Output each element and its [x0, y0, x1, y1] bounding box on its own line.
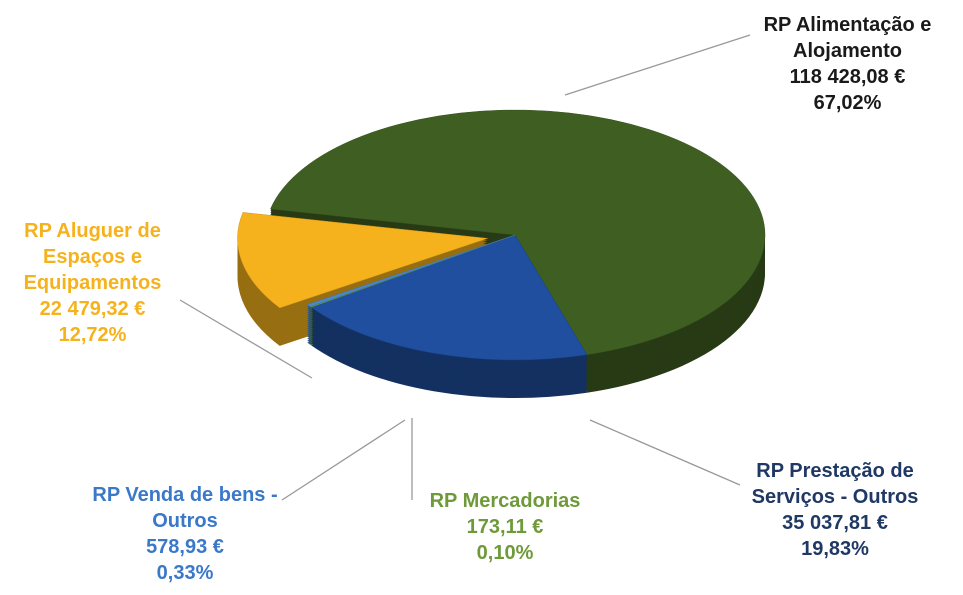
- percent-label: 67,02%: [813, 92, 882, 114]
- data-label: RP Prestação de Serviços - Outros 35 037,…: [720, 458, 950, 562]
- data-label: RP Aluguer de Espaços e Equipamentos 22 4…: [5, 218, 180, 348]
- slice: [306, 234, 516, 307]
- category-label: RP Venda de bens - Outros: [92, 484, 278, 532]
- category-label: RP Mercadorias: [429, 490, 581, 512]
- leader-line: [179, 299, 313, 379]
- leader-line: [564, 34, 751, 96]
- category-label: RP Aluguer de Espaços e Equipamentos: [23, 220, 162, 294]
- percent-label: 12,72%: [58, 324, 127, 346]
- percent-label: 0,33%: [156, 562, 214, 584]
- amount-label: 578,93 €: [146, 536, 224, 558]
- amount-label: 173,11 €: [466, 516, 544, 538]
- amount-label: 35 037,81 €: [782, 512, 888, 534]
- percent-label: 0,10%: [476, 542, 534, 564]
- category-label: RP Prestação de Serviços - Outros: [751, 460, 919, 508]
- data-label: RP Venda de bens - Outros 578,93 € 0,33%: [70, 482, 300, 586]
- leader-line: [281, 419, 406, 501]
- slice: [237, 212, 488, 309]
- data-label: RP Alimentação e Alojamento 118 428,08 € 6…: [730, 12, 963, 116]
- amount-label: 22 479,32 €: [39, 298, 146, 320]
- slice: [270, 109, 766, 355]
- percent-label: 19,83%: [801, 538, 869, 560]
- leader-line: [589, 419, 741, 486]
- category-label: RP Alimentação e Alojamento: [763, 14, 932, 62]
- amount-label: 118 428,08 €: [789, 66, 906, 88]
- data-label: RP Mercadorias 173,11 € 0,10%: [405, 488, 605, 566]
- slice: [310, 234, 588, 361]
